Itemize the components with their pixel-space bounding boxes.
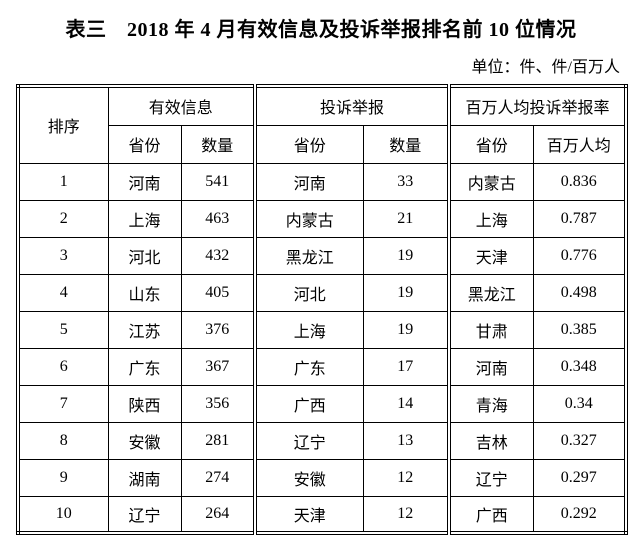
rate-province-cell: 河南 <box>447 347 534 386</box>
cr-count-cell: 19 <box>362 236 450 275</box>
cr-province-cell: 内蒙古 <box>253 199 364 238</box>
cr-province-cell: 天津 <box>253 495 364 534</box>
table-title: 表三 2018 年 4 月有效信息及投诉举报排名前 10 位情况 <box>65 19 577 41</box>
vi-count-cell: 463 <box>180 199 256 238</box>
rank-cell: 2 <box>17 199 109 238</box>
vi-province-cell: 河北 <box>107 236 182 275</box>
rank-cell: 10 <box>17 495 109 534</box>
rate-value-header: 百万人均 <box>532 124 627 164</box>
header-sub-row: 省份 数量 省份 数量 省份 百万人均 <box>18 124 627 164</box>
rate-value-cell: 0.348 <box>532 347 627 386</box>
table-row: 2 上海 463 内蒙古 21 上海 0.787 <box>17 199 627 238</box>
cr-count-cell: 12 <box>362 458 450 497</box>
vi-count-cell: 281 <box>180 421 256 460</box>
table-row: 9 湖南 274 安徽 12 辽宁 0.297 <box>17 458 627 497</box>
table-row: 8 安徽 281 辽宁 13 吉林 0.327 <box>17 421 627 460</box>
cr-count-cell: 17 <box>362 347 450 386</box>
cr-count-cell: 19 <box>362 273 450 312</box>
vi-count-cell: 432 <box>180 236 256 275</box>
cr-province-header: 省份 <box>253 124 364 164</box>
vi-province-cell: 广东 <box>107 347 182 386</box>
cr-province-cell: 广西 <box>253 384 364 423</box>
cr-province-cell: 上海 <box>253 310 364 349</box>
rate-value-cell: 0.297 <box>532 458 627 497</box>
cr-count-cell: 13 <box>362 421 450 460</box>
vi-province-header: 省份 <box>107 124 182 164</box>
vi-count-cell: 264 <box>180 495 256 534</box>
rank-cell: 4 <box>17 273 109 312</box>
rank-cell: 1 <box>17 162 109 201</box>
vi-count-cell: 367 <box>180 347 256 386</box>
cr-province-cell: 辽宁 <box>253 421 364 460</box>
rate-value-cell: 0.836 <box>532 162 627 201</box>
rank-header-cell: 排序 <box>17 85 109 164</box>
rate-province-cell: 天津 <box>447 236 534 275</box>
rate-province-cell: 广西 <box>447 495 534 534</box>
rank-cell: 3 <box>17 236 109 275</box>
vi-province-cell: 湖南 <box>107 458 182 497</box>
unit-note: 单位：件、件/百万人 <box>471 59 620 76</box>
ranking-table: 排序 有效信息 投诉举报 百万人均投诉举报率 省份 数量 省份 数量 省份 百万… <box>16 84 629 535</box>
cr-province-cell: 广东 <box>253 347 364 386</box>
cr-count-cell: 12 <box>362 495 450 534</box>
header-group-row: 排序 有效信息 投诉举报 百万人均投诉举报率 <box>17 85 627 164</box>
vi-province-cell: 山东 <box>107 273 182 312</box>
rate-province-cell: 甘肃 <box>447 310 534 349</box>
vi-count-header: 数量 <box>180 124 256 164</box>
rank-cell: 7 <box>17 384 109 423</box>
vi-count-cell: 405 <box>180 273 256 312</box>
cr-province-cell: 河北 <box>253 273 364 312</box>
vi-province-cell: 辽宁 <box>107 495 182 534</box>
cr-count-cell: 33 <box>362 162 450 201</box>
complaint-group-header: 投诉举报 <box>253 85 450 126</box>
vi-province-cell: 河南 <box>107 162 182 201</box>
vi-province-cell: 安徽 <box>107 421 182 460</box>
rate-province-cell: 青海 <box>447 384 534 423</box>
rate-province-header: 省份 <box>447 124 534 164</box>
vi-province-cell: 江苏 <box>107 310 182 349</box>
rate-value-cell: 0.292 <box>532 495 627 534</box>
rate-value-cell: 0.498 <box>532 273 627 312</box>
rank-cell: 6 <box>17 347 109 386</box>
rate-province-cell: 内蒙古 <box>447 162 534 201</box>
cr-province-cell: 安徽 <box>253 458 364 497</box>
rate-value-cell: 0.327 <box>532 421 627 460</box>
table-row: 7 陕西 356 广西 14 青海 0.34 <box>17 384 627 423</box>
cr-count-cell: 19 <box>362 310 450 349</box>
cr-count-cell: 21 <box>362 199 450 238</box>
rate-value-cell: 0.34 <box>532 384 627 423</box>
vi-count-cell: 541 <box>180 162 256 201</box>
vi-province-cell: 陕西 <box>107 384 182 423</box>
vi-count-cell: 356 <box>180 384 256 423</box>
table-row: 3 河北 432 黑龙江 19 天津 0.776 <box>17 236 627 275</box>
rate-value-cell: 0.787 <box>532 199 627 238</box>
table-row: 4 山东 405 河北 19 黑龙江 0.498 <box>17 273 627 312</box>
valid-info-group-header: 有效信息 <box>107 85 256 126</box>
rate-province-cell: 黑龙江 <box>447 273 534 312</box>
table-row: 1 河南 541 河南 33 内蒙古 0.836 <box>17 162 627 201</box>
cr-count-header: 数量 <box>362 124 450 164</box>
rank-cell: 8 <box>17 421 109 460</box>
rate-value-cell: 0.776 <box>532 236 627 275</box>
rate-province-cell: 上海 <box>447 199 534 238</box>
vi-count-cell: 274 <box>180 458 256 497</box>
rate-province-cell: 吉林 <box>447 421 534 460</box>
rank-cell: 5 <box>17 310 109 349</box>
rate-group-header: 百万人均投诉举报率 <box>447 85 627 126</box>
table-row: 10 辽宁 264 天津 12 广西 0.292 <box>17 495 627 534</box>
cr-province-cell: 河南 <box>253 162 364 201</box>
rank-cell: 9 <box>17 458 109 497</box>
vi-province-cell: 上海 <box>107 199 182 238</box>
table-row: 6 广东 367 广东 17 河南 0.348 <box>17 347 627 386</box>
rate-province-cell: 辽宁 <box>447 458 534 497</box>
cr-province-cell: 黑龙江 <box>253 236 364 275</box>
table-row: 5 江苏 376 上海 19 甘肃 0.385 <box>17 310 627 349</box>
cr-count-cell: 14 <box>362 384 450 423</box>
vi-count-cell: 376 <box>180 310 256 349</box>
rate-value-cell: 0.385 <box>532 310 627 349</box>
